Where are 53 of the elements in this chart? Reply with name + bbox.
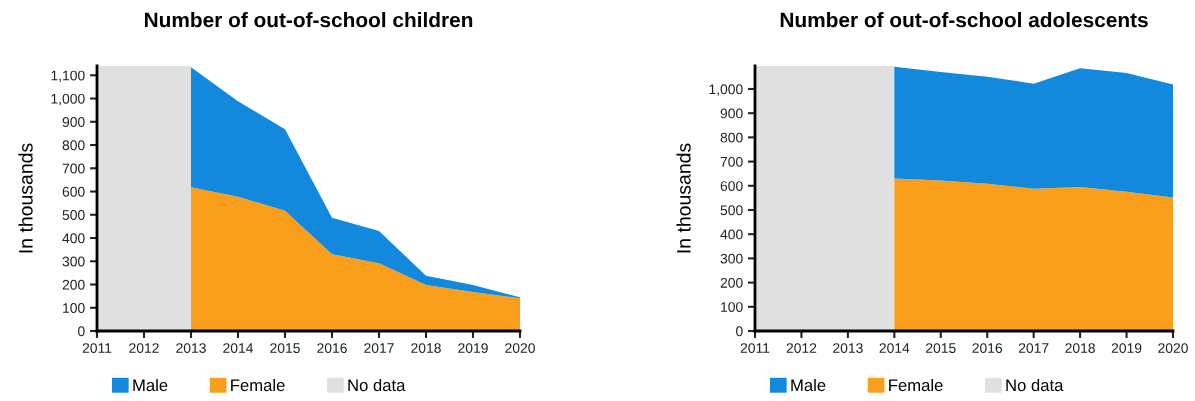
x-tick-label: 2016 (317, 343, 347, 354)
legend-label: No data (1006, 378, 1064, 392)
y-tick-label: 600 (62, 186, 85, 197)
y-tick-label: 500 (62, 210, 85, 220)
x-tick-label: 2014 (879, 343, 910, 354)
legend-label: Female (889, 378, 943, 392)
x-tick-label: 2011 (740, 343, 770, 354)
y-tick-label: 900 (720, 108, 743, 119)
y-tick-label: 100 (63, 303, 85, 313)
y-axis-title: In thousands (676, 143, 691, 253)
legend-label: Male (133, 378, 168, 392)
x-tick-label: 2020 (1158, 343, 1188, 354)
y-tick-label: 700 (720, 156, 743, 167)
x-tick-label: 2012 (129, 343, 159, 354)
x-tick-label: 2018 (1065, 343, 1095, 354)
legend-label: No data (348, 378, 406, 392)
x-tick-label: 2012 (786, 343, 817, 354)
y-tick-label: 500 (720, 205, 743, 216)
x-tick-label: 2017 (364, 343, 394, 354)
x-tick-label: 2013 (833, 343, 863, 354)
y-tick-label: 900 (62, 117, 85, 127)
y-tick-label: 800 (62, 140, 85, 151)
y-tick-label: 1,000 (709, 84, 743, 96)
y-tick-label: 1,000 (51, 93, 85, 106)
legend-label: Male (791, 378, 826, 392)
y-tick-label: 200 (62, 279, 85, 290)
chart-title: Number of out-of-school children (144, 12, 473, 28)
x-tick-label: 2011 (82, 343, 112, 354)
x-tick-label: 2015 (270, 343, 300, 354)
y-tick-label: 0 (736, 326, 743, 337)
x-tick-label: 2019 (458, 343, 488, 354)
y-tick-label: 700 (62, 163, 85, 174)
x-tick-label: 2020 (505, 343, 535, 354)
x-tick-label: 2013 (176, 343, 206, 354)
y-tick-label: 400 (62, 233, 85, 244)
legend-label: Female (231, 378, 285, 392)
y-tick-label: 400 (720, 229, 743, 240)
y-tick-label: 300 (62, 256, 85, 267)
y-tick-label: 1,100 (51, 70, 85, 83)
y-tick-label: 0 (78, 326, 85, 337)
y-axis-title: In thousands (18, 143, 33, 253)
x-tick-label: 2016 (972, 343, 1003, 354)
chart-title: Number of out-of-school adolescents (780, 12, 1148, 28)
x-tick-label: 2019 (1111, 343, 1142, 354)
y-tick-label: 100 (721, 302, 743, 312)
y-tick-label: 800 (720, 132, 743, 143)
y-tick-label: 600 (720, 181, 743, 191)
y-tick-label: 300 (720, 253, 743, 264)
y-tick-label: 200 (720, 277, 743, 288)
x-tick-label: 2018 (411, 343, 441, 354)
x-tick-label: 2015 (926, 343, 956, 354)
x-tick-label: 2017 (1018, 343, 1049, 354)
x-tick-label: 2014 (223, 343, 254, 354)
